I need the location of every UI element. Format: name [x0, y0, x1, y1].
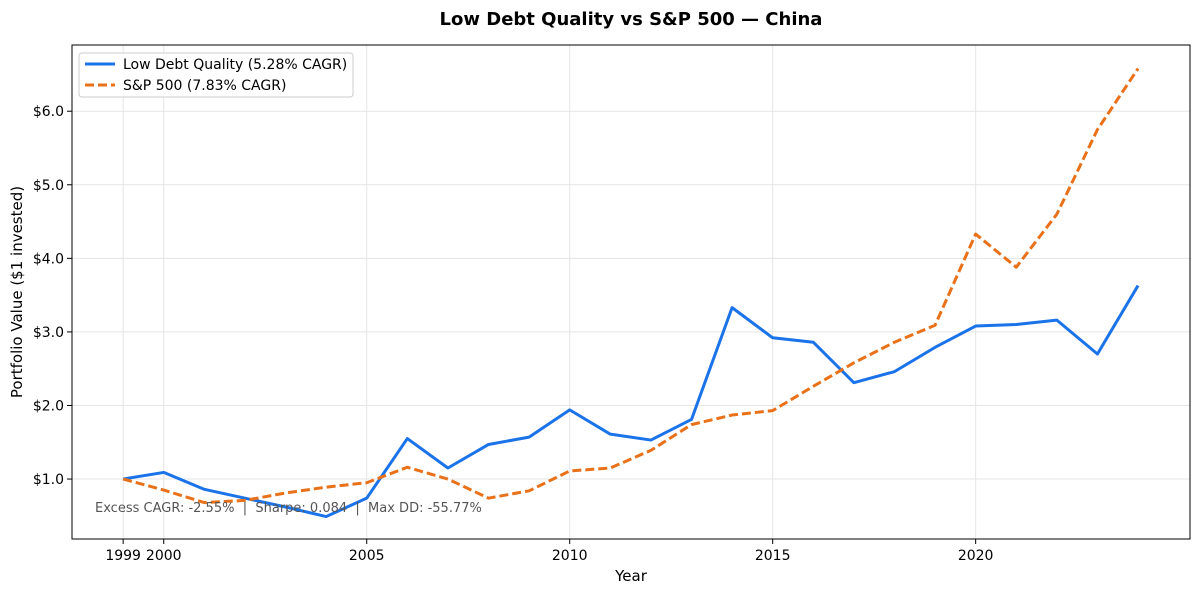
legend-label-sp500: S&P 500 (7.83% CAGR) [123, 78, 286, 94]
y-tick-label: $1.0 [33, 472, 64, 488]
y-tick-label: $4.0 [33, 251, 64, 267]
y-tick-label: $5.0 [33, 178, 64, 194]
y-tick-label: $6.0 [33, 104, 64, 120]
legend-label-low-debt: Low Debt Quality (5.28% CAGR) [123, 57, 347, 73]
stats-annotation: Excess CAGR: -2.55% | Sharpe: 0.084 | Ma… [95, 501, 482, 516]
series-line-low-debt [122, 284, 1140, 519]
x-tick-label: 2010 [552, 548, 588, 564]
x-axis-label: Year [614, 567, 648, 585]
y-axis-label: Portfolio Value ($1 invested) [8, 186, 26, 398]
x-tick-label: 2005 [349, 548, 385, 564]
x-tick-label: 2015 [755, 548, 791, 564]
legend: Low Debt Quality (5.28% CAGR) S&P 500 (7… [78, 52, 354, 98]
y-tick-label: $3.0 [33, 325, 64, 341]
chart-title: Low Debt Quality vs S&P 500 — China [440, 9, 823, 30]
series-line-sp500 [122, 67, 1140, 505]
plot-frame [71, 44, 1191, 540]
y-tick-label: $2.0 [33, 398, 64, 414]
x-tick-label: 2020 [958, 548, 994, 564]
x-tick-label: 1999 [105, 548, 141, 564]
x-tick-label: 2000 [146, 548, 182, 564]
